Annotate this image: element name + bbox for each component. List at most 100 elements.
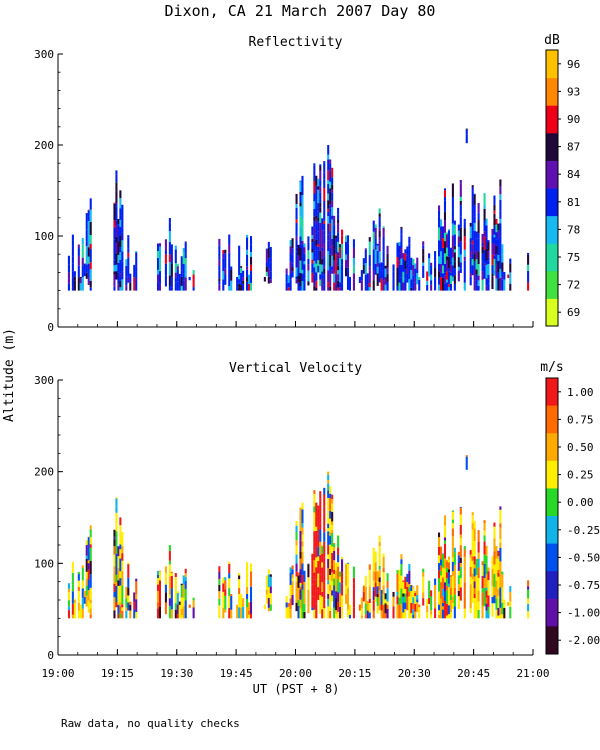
heatmap-cell <box>451 196 454 210</box>
heatmap-cell <box>299 286 302 291</box>
heatmap-cell <box>121 261 124 272</box>
heatmap-cell <box>339 571 342 577</box>
heatmap-cell <box>372 590 375 601</box>
heatmap-cell <box>299 248 302 261</box>
heatmap-cell <box>119 287 122 291</box>
heatmap-cell <box>449 587 452 596</box>
x-tick-label: 20:15 <box>338 667 371 680</box>
heatmap-cell <box>443 554 447 559</box>
heatmap-cell <box>495 254 498 265</box>
heatmap-cell <box>224 595 227 610</box>
heatmap-cell <box>404 593 407 603</box>
heatmap-cell <box>451 511 454 520</box>
heatmap-cell <box>471 240 474 245</box>
heatmap-cell <box>348 604 352 615</box>
heatmap-cell <box>412 586 415 588</box>
heatmap-cell <box>378 213 381 217</box>
heatmap-cell <box>364 274 367 287</box>
heatmap-cell <box>404 249 407 250</box>
heatmap-cell <box>307 281 310 286</box>
heatmap-cell <box>313 596 316 610</box>
heatmap-cell <box>335 579 338 592</box>
heatmap-cell <box>317 587 320 601</box>
heatmap-cell <box>249 271 253 283</box>
heatmap-cell <box>485 278 488 286</box>
heatmap-cell <box>121 585 124 593</box>
heatmap-cell <box>483 263 486 267</box>
heatmap-cell <box>378 545 381 553</box>
heatmap-cell <box>495 239 498 246</box>
heatmap-cell <box>469 554 472 558</box>
heatmap-cell <box>301 227 304 241</box>
heatmap-cell <box>301 551 304 564</box>
heatmap-cell <box>414 592 417 597</box>
heatmap-cell <box>329 493 332 499</box>
heatmap-cell <box>352 247 355 258</box>
heatmap-cell <box>477 558 480 568</box>
heatmap-cell <box>113 583 116 592</box>
heatmap-cell <box>188 276 191 281</box>
heatmap-cell <box>374 227 377 235</box>
heatmap-cell <box>329 208 332 220</box>
heatmap-cell <box>469 276 472 286</box>
heatmap-cell <box>311 226 314 236</box>
heatmap-cell <box>331 572 334 582</box>
heatmap-cell <box>477 209 480 213</box>
heatmap-cell <box>170 255 173 261</box>
heatmap-cell <box>477 609 480 619</box>
heatmap-cell <box>386 580 389 589</box>
heatmap-cell <box>438 277 441 285</box>
heatmap-cell <box>333 273 336 283</box>
heatmap-cell <box>485 225 488 238</box>
heatmap-cell <box>341 283 344 291</box>
heatmap-cell <box>267 586 270 598</box>
heatmap-cell <box>487 614 490 619</box>
heatmap-cell <box>471 584 474 592</box>
heatmap-cell <box>113 239 116 249</box>
heatmap-cell <box>87 210 90 221</box>
heatmap-cell <box>402 581 405 594</box>
heatmap-cell <box>299 599 302 609</box>
heatmap-cell <box>242 606 245 619</box>
heatmap-cell <box>335 249 338 254</box>
heatmap-cell <box>301 546 304 552</box>
heatmap-cell <box>188 604 191 608</box>
y-tick-label: 0 <box>47 649 54 662</box>
heatmap-cell <box>71 277 74 288</box>
heatmap-cell <box>497 572 500 577</box>
heatmap-cell <box>378 274 381 283</box>
heatmap-cell <box>352 594 355 608</box>
heatmap-cell <box>299 180 302 182</box>
heatmap-cell <box>493 243 496 256</box>
heatmap-cell <box>473 222 476 231</box>
heatmap-cell <box>527 611 530 619</box>
heatmap-cell <box>438 256 441 264</box>
heatmap-cell <box>315 218 318 225</box>
heatmap-cell <box>115 544 118 554</box>
heatmap-cell <box>374 551 377 563</box>
heatmap-cell <box>445 578 448 586</box>
heatmap-cell <box>329 191 332 205</box>
heatmap-cell <box>438 555 441 564</box>
heatmap-cell <box>445 590 448 604</box>
heatmap-cell <box>301 589 304 599</box>
heatmap-cell <box>481 279 484 291</box>
heatmap-cell <box>376 262 379 267</box>
heatmap-cell <box>412 597 415 604</box>
heatmap-cell <box>222 279 225 291</box>
heatmap-cell <box>481 605 484 619</box>
heatmap-cell <box>378 240 381 252</box>
heatmap-cell <box>497 558 500 563</box>
heatmap-cell <box>192 270 195 275</box>
heatmap-cell <box>236 287 239 291</box>
colorbar-label: 90 <box>567 113 580 126</box>
heatmap-cell <box>192 274 195 288</box>
heatmap-cell <box>341 556 344 560</box>
heatmap-cell <box>113 546 116 555</box>
heatmap-cell <box>299 272 302 287</box>
heatmap-cell <box>453 268 456 276</box>
heatmap-cell <box>301 534 304 542</box>
heatmap-cell <box>438 249 441 257</box>
heatmap-cell <box>228 588 231 597</box>
heatmap-cell <box>135 581 138 595</box>
